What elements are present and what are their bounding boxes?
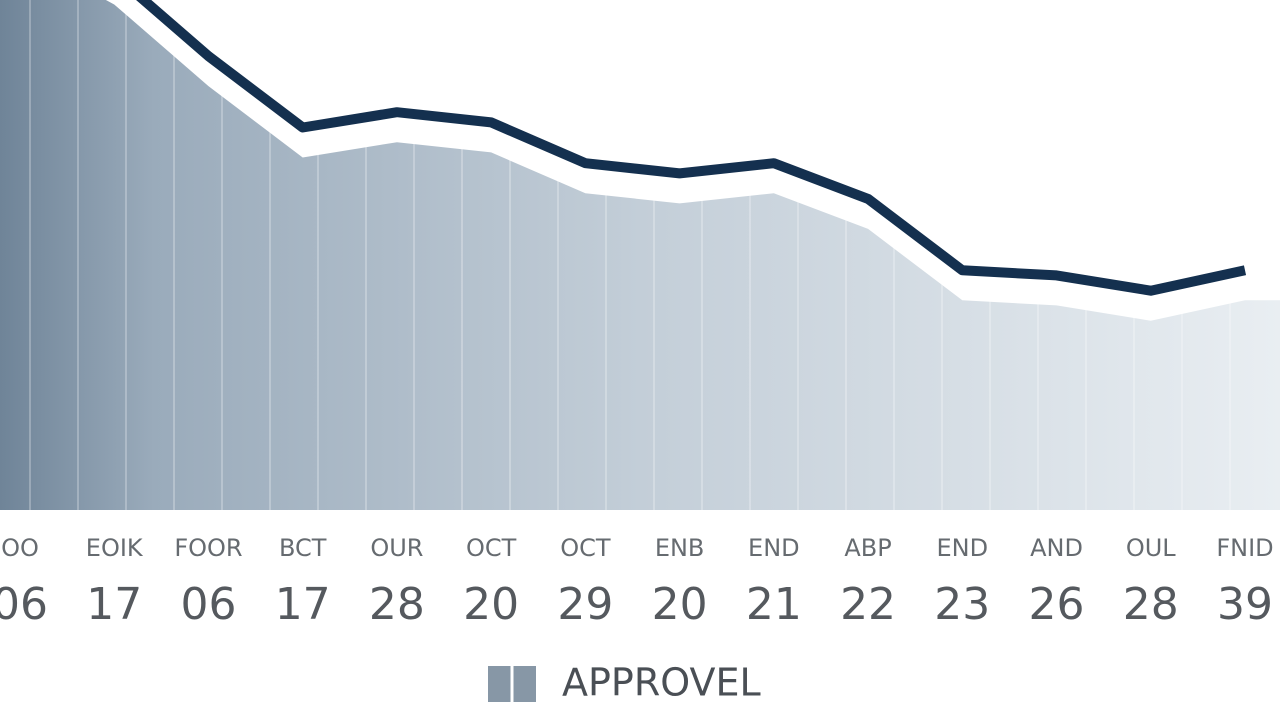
x-tick-label: END <box>937 534 989 562</box>
x-tick-number: 06 <box>180 579 236 630</box>
x-tick-number: 39 <box>1217 579 1273 630</box>
x-tick-label: OCT <box>560 534 611 562</box>
x-tick-number: 20 <box>652 579 708 630</box>
x-tick-label: EOIK <box>86 534 144 562</box>
x-tick-number: 17 <box>275 579 331 630</box>
area <box>0 0 1280 510</box>
x-tick-label: OO <box>1 534 39 562</box>
x-tick-label: ENB <box>655 534 705 562</box>
x-tick-number: 17 <box>86 579 142 630</box>
x-tick-label: OUR <box>370 534 423 562</box>
x-tick-number: 22 <box>840 579 896 630</box>
line <box>136 0 1247 296</box>
x-tick-label: FNID <box>1216 534 1273 562</box>
x-tick-number: 29 <box>557 579 613 630</box>
x-tick-number: 23 <box>934 579 990 630</box>
x-tick-label: AND <box>1030 534 1083 562</box>
x-tick-number: 28 <box>369 579 425 630</box>
x-tick-label: FOOR <box>174 534 242 562</box>
plot-area <box>0 0 1280 510</box>
legend-label: APPROVEL <box>562 661 761 705</box>
x-tick-number: 28 <box>1123 579 1179 630</box>
x-tick-number: 20 <box>463 579 519 630</box>
x-tick-number: 06 <box>0 579 48 630</box>
x-tick-number: 21 <box>746 579 802 630</box>
x-tick-label: END <box>748 534 800 562</box>
x-tick-number: 26 <box>1029 579 1085 630</box>
x-tick-label: BCT <box>279 534 327 562</box>
x-tick-label: ABP <box>844 534 891 562</box>
x-tick-label: OCT <box>466 534 517 562</box>
x-tick-label: OUL <box>1126 534 1176 562</box>
